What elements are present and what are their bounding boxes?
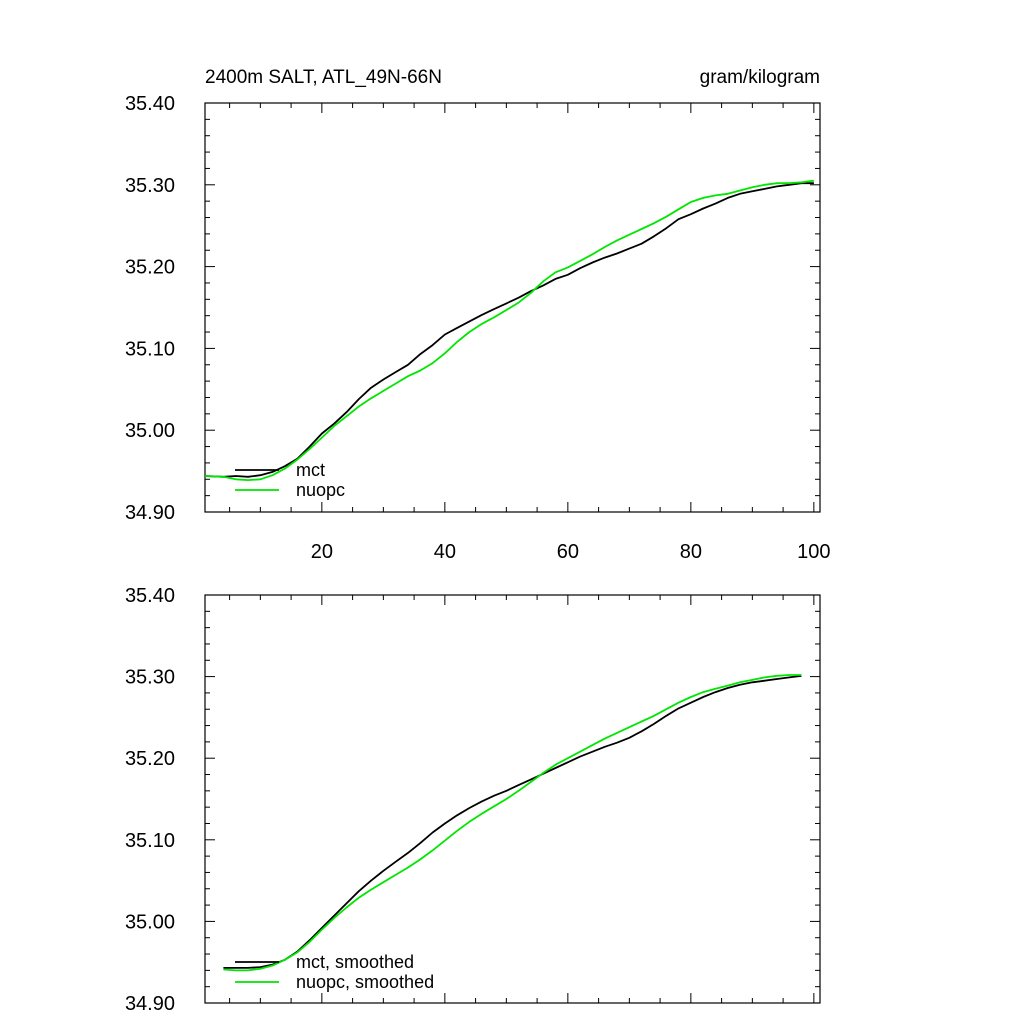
y-tick-label: 35.30 xyxy=(125,667,175,689)
y-tick-label: 35.10 xyxy=(125,338,175,360)
legend-label: mct xyxy=(296,460,325,480)
y-tick-label: 35.20 xyxy=(125,748,175,770)
y-tick-label: 34.90 xyxy=(125,502,175,524)
legend-label: nuopc xyxy=(296,480,345,500)
x-tick-label: 40 xyxy=(434,541,456,563)
plot-frame-2 xyxy=(204,594,821,1004)
y-tick-label: 35.40 xyxy=(125,585,175,607)
x-tick-label: 80 xyxy=(680,541,702,563)
units-label: gram/kilogram xyxy=(700,67,820,88)
series-line-nuopc-smoothed xyxy=(223,674,802,972)
chart-title: 2400m SALT, ATL_49N-66N xyxy=(205,67,442,88)
plot-frame-1 xyxy=(204,102,821,513)
y-tick-label: 35.30 xyxy=(125,175,175,197)
series-line-nuopc xyxy=(204,179,815,482)
y-tick-label: 35.10 xyxy=(125,830,175,852)
series-line-mct-smoothed xyxy=(223,674,802,969)
y-tick-label: 35.40 xyxy=(125,93,175,115)
y-tick-label: 35.00 xyxy=(125,911,175,933)
legend-label: mct, smoothed xyxy=(296,952,414,972)
x-tick-label: 20 xyxy=(311,541,333,563)
legend-label: nuopc, smoothed xyxy=(296,972,434,992)
x-tick-label: 60 xyxy=(557,541,579,563)
y-tick-label: 35.00 xyxy=(125,420,175,442)
y-tick-label: 35.20 xyxy=(125,257,175,279)
x-tick-label: 100 xyxy=(797,541,830,563)
y-tick-label: 34.90 xyxy=(125,993,175,1015)
series-line-mct xyxy=(204,182,814,478)
